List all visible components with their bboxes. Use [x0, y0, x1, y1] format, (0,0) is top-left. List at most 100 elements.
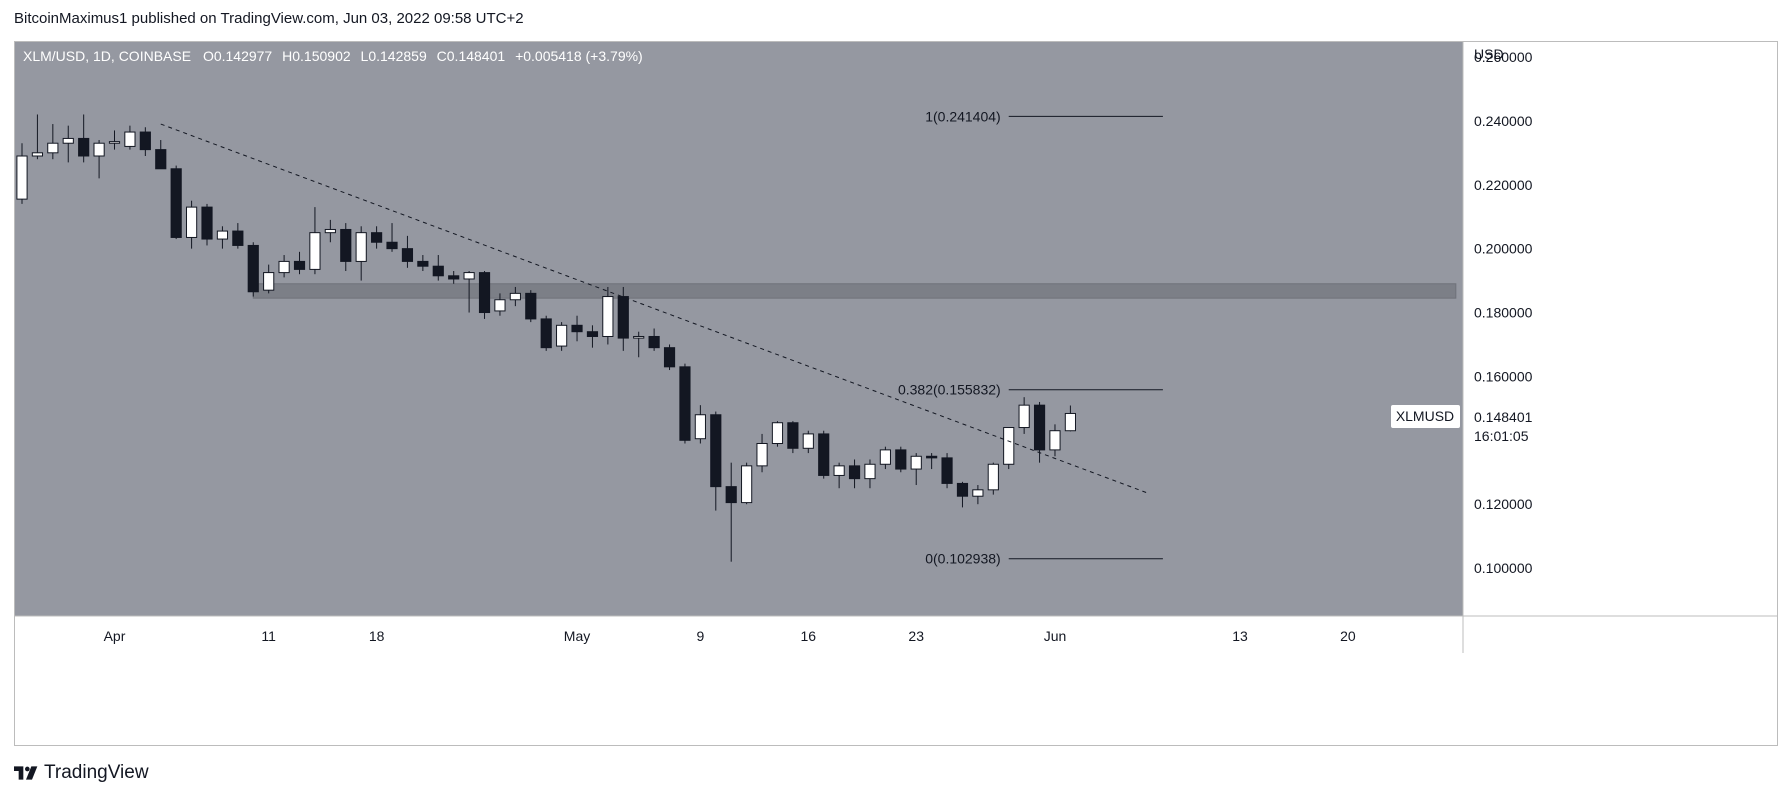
candle — [78, 114, 90, 163]
candle — [926, 453, 938, 470]
chart-frame — [14, 41, 1778, 746]
candle — [756, 433, 768, 473]
candle — [62, 125, 74, 163]
candle — [540, 315, 552, 351]
candle-body — [124, 131, 136, 147]
candle-body — [232, 230, 244, 246]
candle — [463, 271, 475, 313]
candle-body — [556, 324, 568, 347]
candle — [1049, 424, 1061, 457]
footer-brand[interactable]: TradingView — [14, 762, 149, 784]
candle — [679, 363, 691, 444]
candle-body — [463, 272, 475, 280]
candle — [617, 286, 629, 351]
candle-body — [78, 137, 90, 157]
candle-body — [633, 335, 645, 339]
candle — [293, 251, 306, 275]
candle-body — [293, 260, 306, 270]
candle-body — [956, 482, 969, 497]
candle — [941, 453, 953, 489]
candle — [910, 453, 922, 486]
price-tick-label: 0.220000 — [1474, 177, 1533, 193]
candle — [956, 481, 969, 508]
price-tick-label: 0.240000 — [1474, 113, 1533, 129]
candle — [1003, 427, 1015, 470]
price-tick-label: 0.160000 — [1474, 368, 1533, 384]
fib-level-label: 0.382(0.155832) — [898, 382, 1001, 398]
candle — [93, 140, 105, 179]
publish-header: BitcoinMaximus1 published on TradingView… — [14, 10, 524, 27]
candle — [725, 462, 737, 562]
candle-body — [509, 292, 521, 301]
candle-body — [895, 449, 907, 470]
candle — [386, 223, 398, 252]
candle-body — [741, 465, 753, 504]
candle-body — [340, 228, 352, 262]
time-tick-label: 20 — [1340, 628, 1356, 644]
candle-body — [263, 272, 275, 291]
candle — [278, 255, 290, 278]
candle-body — [525, 292, 537, 320]
candle-body — [1064, 412, 1076, 432]
footer-brand-text: TradingView — [44, 762, 149, 783]
candle-body — [848, 465, 861, 480]
candle — [602, 286, 614, 345]
candle-body — [16, 155, 28, 200]
candle — [710, 411, 722, 511]
candle-body — [186, 206, 198, 238]
candle-body — [694, 414, 706, 440]
ticker-badge-bg — [1391, 405, 1460, 428]
candle — [340, 223, 352, 271]
candle — [478, 271, 491, 319]
time-tick-label: 16 — [801, 628, 817, 644]
candle-body — [201, 206, 213, 240]
candle-body — [617, 296, 629, 339]
candle-body — [324, 228, 336, 234]
candle-body — [371, 232, 383, 243]
candle — [108, 130, 121, 150]
candle-body — [941, 457, 953, 484]
candle-body — [771, 422, 784, 445]
candle-body — [432, 265, 444, 277]
bar-countdown: 16:01:05 — [1474, 428, 1529, 444]
candle — [771, 421, 784, 447]
candle — [972, 485, 984, 505]
candle — [417, 255, 429, 271]
time-tick-label: 18 — [369, 628, 385, 644]
last-price-value: 0.148401 — [1474, 409, 1533, 425]
candle — [1064, 405, 1076, 432]
candle-body — [309, 232, 321, 270]
candle-body — [417, 260, 429, 267]
candle — [694, 405, 706, 444]
candle-body — [586, 331, 599, 337]
time-tick-label: May — [564, 628, 590, 644]
legend-symbol[interactable]: XLM/USD, 1D, COINBASE — [23, 48, 191, 64]
published-text: published on TradingView.com, Jun 03, 20… — [131, 10, 524, 27]
candle — [201, 203, 213, 246]
price-badge[interactable]: XLMUSD 0.148401 16:01:05 — [1391, 405, 1554, 447]
candle — [525, 290, 537, 323]
candle — [895, 446, 907, 473]
legend-high-value: 0.150902 — [292, 48, 351, 64]
candle-body — [93, 142, 105, 157]
candle-body — [62, 137, 74, 144]
candle — [170, 165, 182, 240]
candle — [124, 125, 136, 150]
candle — [216, 226, 229, 249]
chart-canvas[interactable]: 1(0.241404) 0.382(0.155832) 0(0.102938) 0.… — [14, 41, 1778, 653]
candle — [47, 124, 59, 160]
candle — [663, 344, 676, 371]
candle — [355, 226, 367, 281]
candle-body — [540, 318, 552, 349]
candle — [633, 331, 645, 358]
candle-body — [710, 414, 722, 488]
candle — [324, 219, 336, 243]
candle-body — [879, 449, 891, 465]
candle — [401, 235, 414, 268]
price-axis-unit: USD — [1474, 46, 1504, 62]
candle — [879, 446, 891, 470]
candle-body — [108, 141, 121, 144]
author-name[interactable]: BitcoinMaximus1 — [14, 10, 128, 27]
candle — [571, 315, 583, 342]
candle — [787, 421, 799, 454]
